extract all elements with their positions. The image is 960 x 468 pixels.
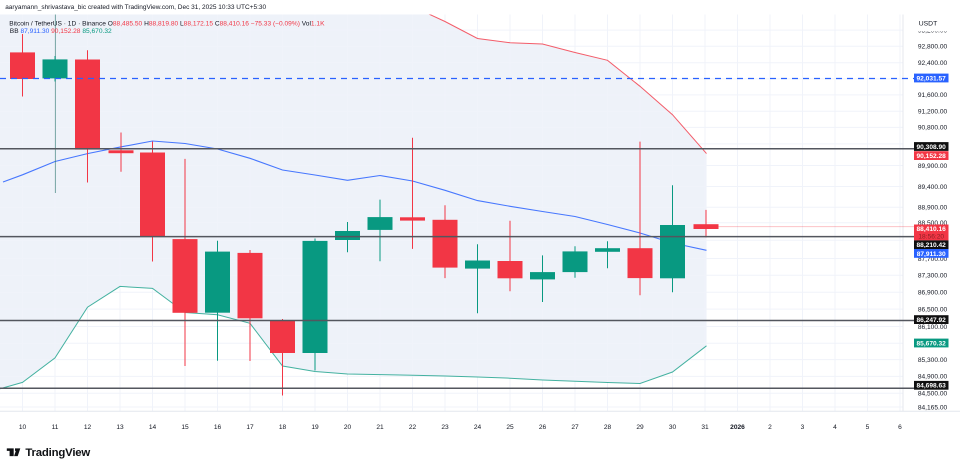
svg-text:2: 2 [768,424,772,431]
svg-text:84,900.00: 84,900.00 [918,374,948,381]
svg-text:18:56:20: 18:56:20 [918,233,944,240]
svg-text:Bitcoin / TetherUS · 1D · Bina: Bitcoin / TetherUS · 1D · Binance O88,48… [9,21,325,28]
svg-text:5: 5 [866,424,870,431]
svg-text:13: 13 [116,424,124,431]
svg-text:87,300.00: 87,300.00 [918,273,948,280]
svg-text:86,100.00: 86,100.00 [918,324,948,331]
svg-text:14: 14 [149,424,157,431]
svg-text:90,152.28: 90,152.28 [917,153,947,160]
svg-text:19: 19 [311,424,319,431]
svg-text:11: 11 [52,424,59,431]
svg-text:4: 4 [833,424,837,431]
svg-text:88,210.42: 88,210.42 [917,242,947,249]
svg-text:17: 17 [246,424,254,431]
svg-text:90,308.90: 90,308.90 [917,144,947,151]
svg-text:89,400.00: 89,400.00 [918,184,948,191]
svg-text:88,500.00: 88,500.00 [918,220,948,227]
svg-text:89,900.00: 89,900.00 [918,163,948,170]
svg-text:aaryamann_shrivastava_bic crea: aaryamann_shrivastava_bic created with T… [5,4,266,11]
svg-text:88,410.16: 88,410.16 [917,226,947,233]
svg-text:87,700.00: 87,700.00 [918,256,948,263]
svg-text:85,300.00: 85,300.00 [918,357,948,364]
svg-text:15: 15 [181,424,189,431]
svg-text:USDT: USDT [919,20,938,27]
svg-text:87,911.30: 87,911.30 [917,251,946,258]
svg-text:92,400.00: 92,400.00 [918,60,948,67]
svg-text:84,500.00: 84,500.00 [918,391,948,398]
svg-text:90,800.00: 90,800.00 [918,125,948,132]
svg-text:92,031.57: 92,031.57 [917,75,947,82]
svg-text:29: 29 [636,424,644,431]
svg-text:91,600.00: 91,600.00 [918,92,948,99]
svg-text:86,247.92: 86,247.92 [917,317,947,324]
svg-text:12: 12 [84,424,92,431]
svg-text:TradingView: TradingView [25,447,90,459]
svg-text:26: 26 [539,424,547,431]
svg-text:85,670.32: 85,670.32 [917,340,947,347]
svg-text:86,500.00: 86,500.00 [918,306,948,313]
svg-text:6: 6 [898,424,902,431]
svg-text:21: 21 [376,424,384,431]
svg-text:20: 20 [344,424,352,431]
svg-text:3: 3 [801,424,805,431]
svg-text:25: 25 [506,424,514,431]
svg-text:84,165.00: 84,165.00 [918,404,948,411]
svg-text:10: 10 [19,424,27,431]
svg-text:27: 27 [571,424,579,431]
svg-text:16: 16 [214,424,222,431]
svg-text:86,900.00: 86,900.00 [918,290,948,297]
svg-text:31: 31 [701,424,709,431]
svg-text:24: 24 [474,424,482,431]
svg-text:2026: 2026 [730,424,745,431]
svg-text:84,698.63: 84,698.63 [917,383,947,390]
svg-text:30: 30 [669,424,677,431]
svg-text:91,200.00: 91,200.00 [918,109,948,116]
svg-text:88,900.00: 88,900.00 [918,205,948,212]
svg-text:22: 22 [409,424,417,431]
svg-text:23: 23 [441,424,449,431]
svg-text:BB 87,911.30 90,152.28 85,670.: BB 87,911.30 90,152.28 85,670.32 [10,28,112,35]
svg-text:92,800.00: 92,800.00 [918,44,948,51]
svg-text:18: 18 [279,424,287,431]
svg-text:28: 28 [604,424,612,431]
